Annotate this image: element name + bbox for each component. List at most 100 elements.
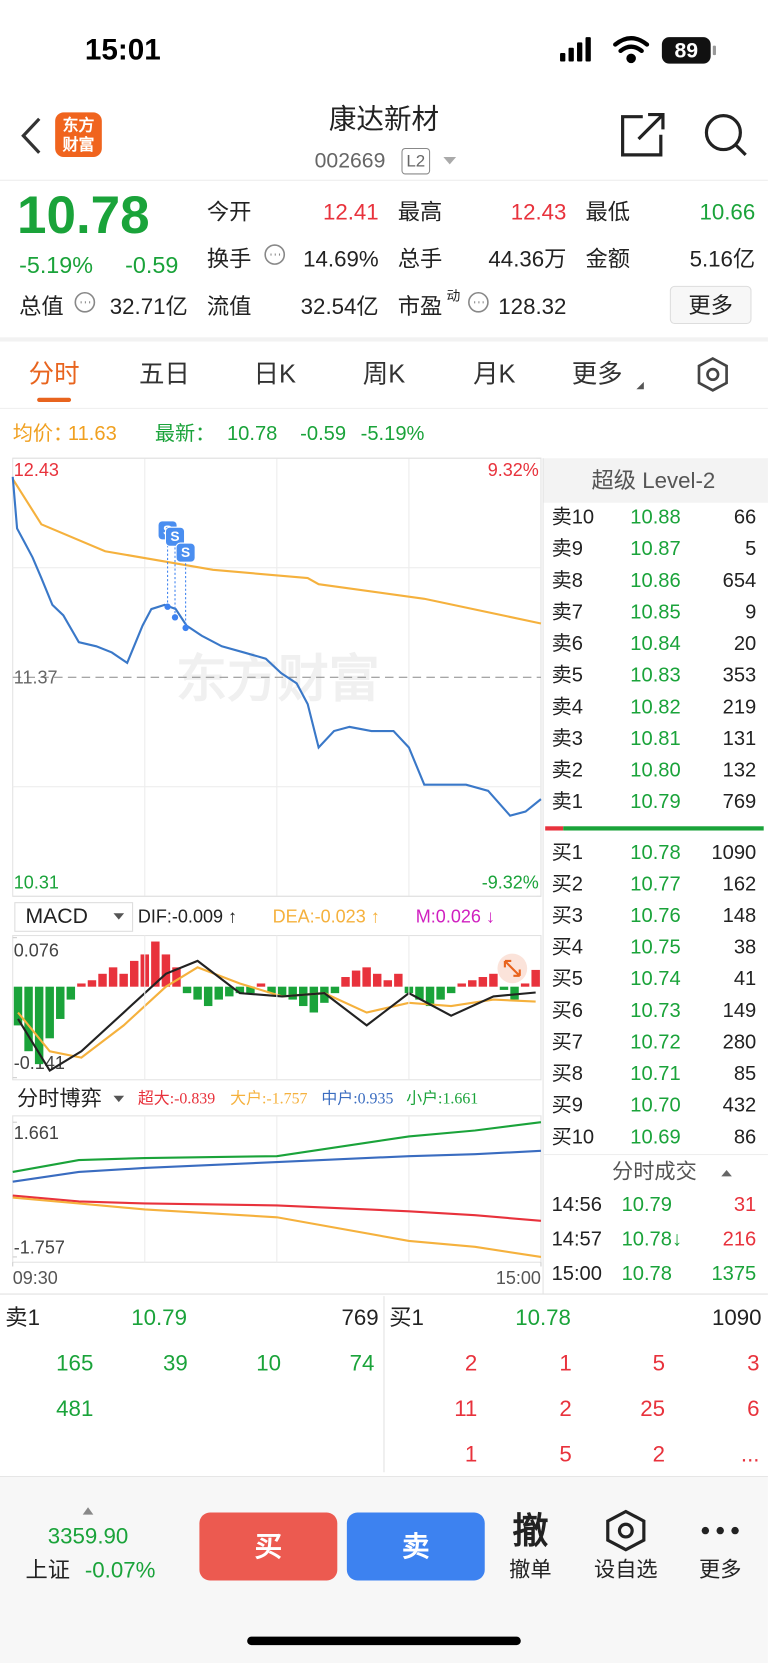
watchlist-icon[interactable] (606, 1509, 646, 1552)
wifi-icon-part (618, 44, 644, 54)
search-button-part[interactable] (735, 144, 747, 156)
queue-order: 25 (640, 1396, 665, 1421)
buy-label[interactable]: 买 (255, 1531, 283, 1562)
settings-button[interactable] (697, 357, 728, 392)
macd-bar (13, 986, 23, 1026)
wifi-icon (613, 36, 650, 64)
macd-bar (129, 960, 139, 987)
trade-marker[interactable] (175, 542, 196, 563)
indicator-selector[interactable] (14, 902, 134, 932)
tab[interactable]: 月K (473, 360, 515, 388)
tab[interactable]: 日K (254, 360, 296, 388)
macd-bar (309, 986, 319, 1013)
tab[interactable]: 更多 (572, 360, 623, 388)
macd-bar (172, 967, 181, 987)
field-label: 今开 (207, 200, 252, 225)
collapse-arrow[interactable] (721, 1169, 732, 1177)
book-price: 10.83 (630, 665, 680, 687)
book-volume: 162 (723, 873, 757, 895)
macd-bar (446, 986, 456, 994)
queue-level: 买1 (389, 1305, 424, 1330)
watermark: 东方财富 (176, 650, 380, 707)
macd-bar (478, 977, 488, 987)
legend-entry: 小户:1.661 (406, 1089, 478, 1107)
sell-label[interactable]: 卖 (402, 1531, 430, 1562)
dropdown-arrow[interactable] (443, 156, 457, 165)
info-icon (264, 244, 286, 265)
last-label: 最新： (155, 422, 215, 445)
queue-order: 1 (465, 1442, 477, 1467)
expand-icon[interactable] (503, 959, 521, 977)
book-level: 买7 (552, 1031, 583, 1053)
trade-volume: 216 (723, 1228, 757, 1250)
share-button-part[interactable] (621, 115, 663, 157)
signal-icon-part (568, 47, 574, 62)
cancel-icon[interactable]: 撤 (512, 1510, 548, 1551)
trade-time: 14:56 (552, 1194, 602, 1216)
signal-icon (560, 37, 591, 62)
book-price: 10.77 (630, 873, 680, 895)
search-button-part[interactable] (704, 114, 742, 152)
watchlist-icon-part[interactable] (606, 1509, 646, 1552)
queue-volume: 1090 (712, 1305, 762, 1330)
avg-label: 均价： (13, 422, 73, 445)
book-level: 买1 (552, 842, 583, 864)
macd-bar (520, 983, 530, 987)
search-button[interactable] (704, 114, 747, 156)
field-label: 最高 (398, 200, 443, 225)
marker-dot (182, 624, 189, 632)
tab[interactable]: 五日 (139, 360, 190, 388)
settings-button-part[interactable] (706, 367, 720, 382)
divider (543, 1154, 768, 1156)
legend-entry: 超大:-0.839 (138, 1089, 215, 1107)
cancel-label[interactable]: 撤单 (509, 1557, 551, 1581)
more-icon-part[interactable] (701, 1526, 710, 1535)
flow-line (12, 1149, 542, 1183)
book-price: 10.71 (630, 1063, 680, 1085)
book-volume: 41 (734, 968, 756, 990)
more-icon-part[interactable] (731, 1526, 739, 1535)
level-badge: L2 (406, 152, 425, 171)
trade-marker-label: S (181, 545, 190, 560)
trade-price: 10.78↓ (622, 1228, 682, 1250)
watchlist-icon-part[interactable] (617, 1522, 634, 1539)
signal-icon-part (560, 53, 566, 62)
macd-bar (161, 954, 171, 987)
macd-bar (151, 941, 160, 987)
more-button-label[interactable]: 更多 (688, 293, 733, 318)
share-button-part[interactable] (637, 112, 665, 141)
field-value: 14.69% (303, 246, 379, 271)
expand-arrow[interactable] (82, 1507, 94, 1515)
trade-time: 14:57 (552, 1228, 602, 1250)
book-price: 10.88 (630, 507, 680, 529)
watch-label[interactable]: 设自选 (594, 1557, 658, 1581)
more-icon[interactable] (701, 1526, 739, 1535)
sell-button[interactable] (346, 1512, 485, 1581)
dropdown-arrow[interactable] (113, 913, 125, 920)
back-button[interactable] (21, 117, 41, 154)
field-label: 最低 (586, 200, 631, 225)
legend-entry: 中户:0.935 (321, 1089, 393, 1107)
more-button[interactable] (669, 285, 752, 325)
field-value: 32.71亿 (110, 294, 188, 319)
more-label[interactable]: 更多 (699, 1557, 741, 1581)
tab[interactable]: 周K (363, 360, 405, 388)
macd-bar (24, 986, 33, 1052)
macd-line (17, 959, 536, 1073)
book-price: 10.75 (630, 937, 680, 959)
share-button[interactable] (621, 112, 665, 157)
settings-button-part[interactable] (697, 357, 728, 392)
dropdown-arrow[interactable] (113, 1095, 125, 1103)
book-volume: 353 (723, 665, 757, 687)
trade-price: 10.79 (622, 1194, 672, 1216)
buy-button[interactable] (199, 1512, 338, 1581)
macd-bar (235, 986, 245, 994)
more-icon-part[interactable] (716, 1526, 724, 1535)
book-volume: 9 (745, 601, 756, 623)
field-value: 128.32 (498, 294, 566, 319)
trade-marker[interactable] (164, 526, 186, 547)
book-volume: 5 (745, 538, 756, 560)
book-level: 卖7 (552, 600, 583, 623)
tab[interactable]: 分时 (29, 360, 80, 388)
